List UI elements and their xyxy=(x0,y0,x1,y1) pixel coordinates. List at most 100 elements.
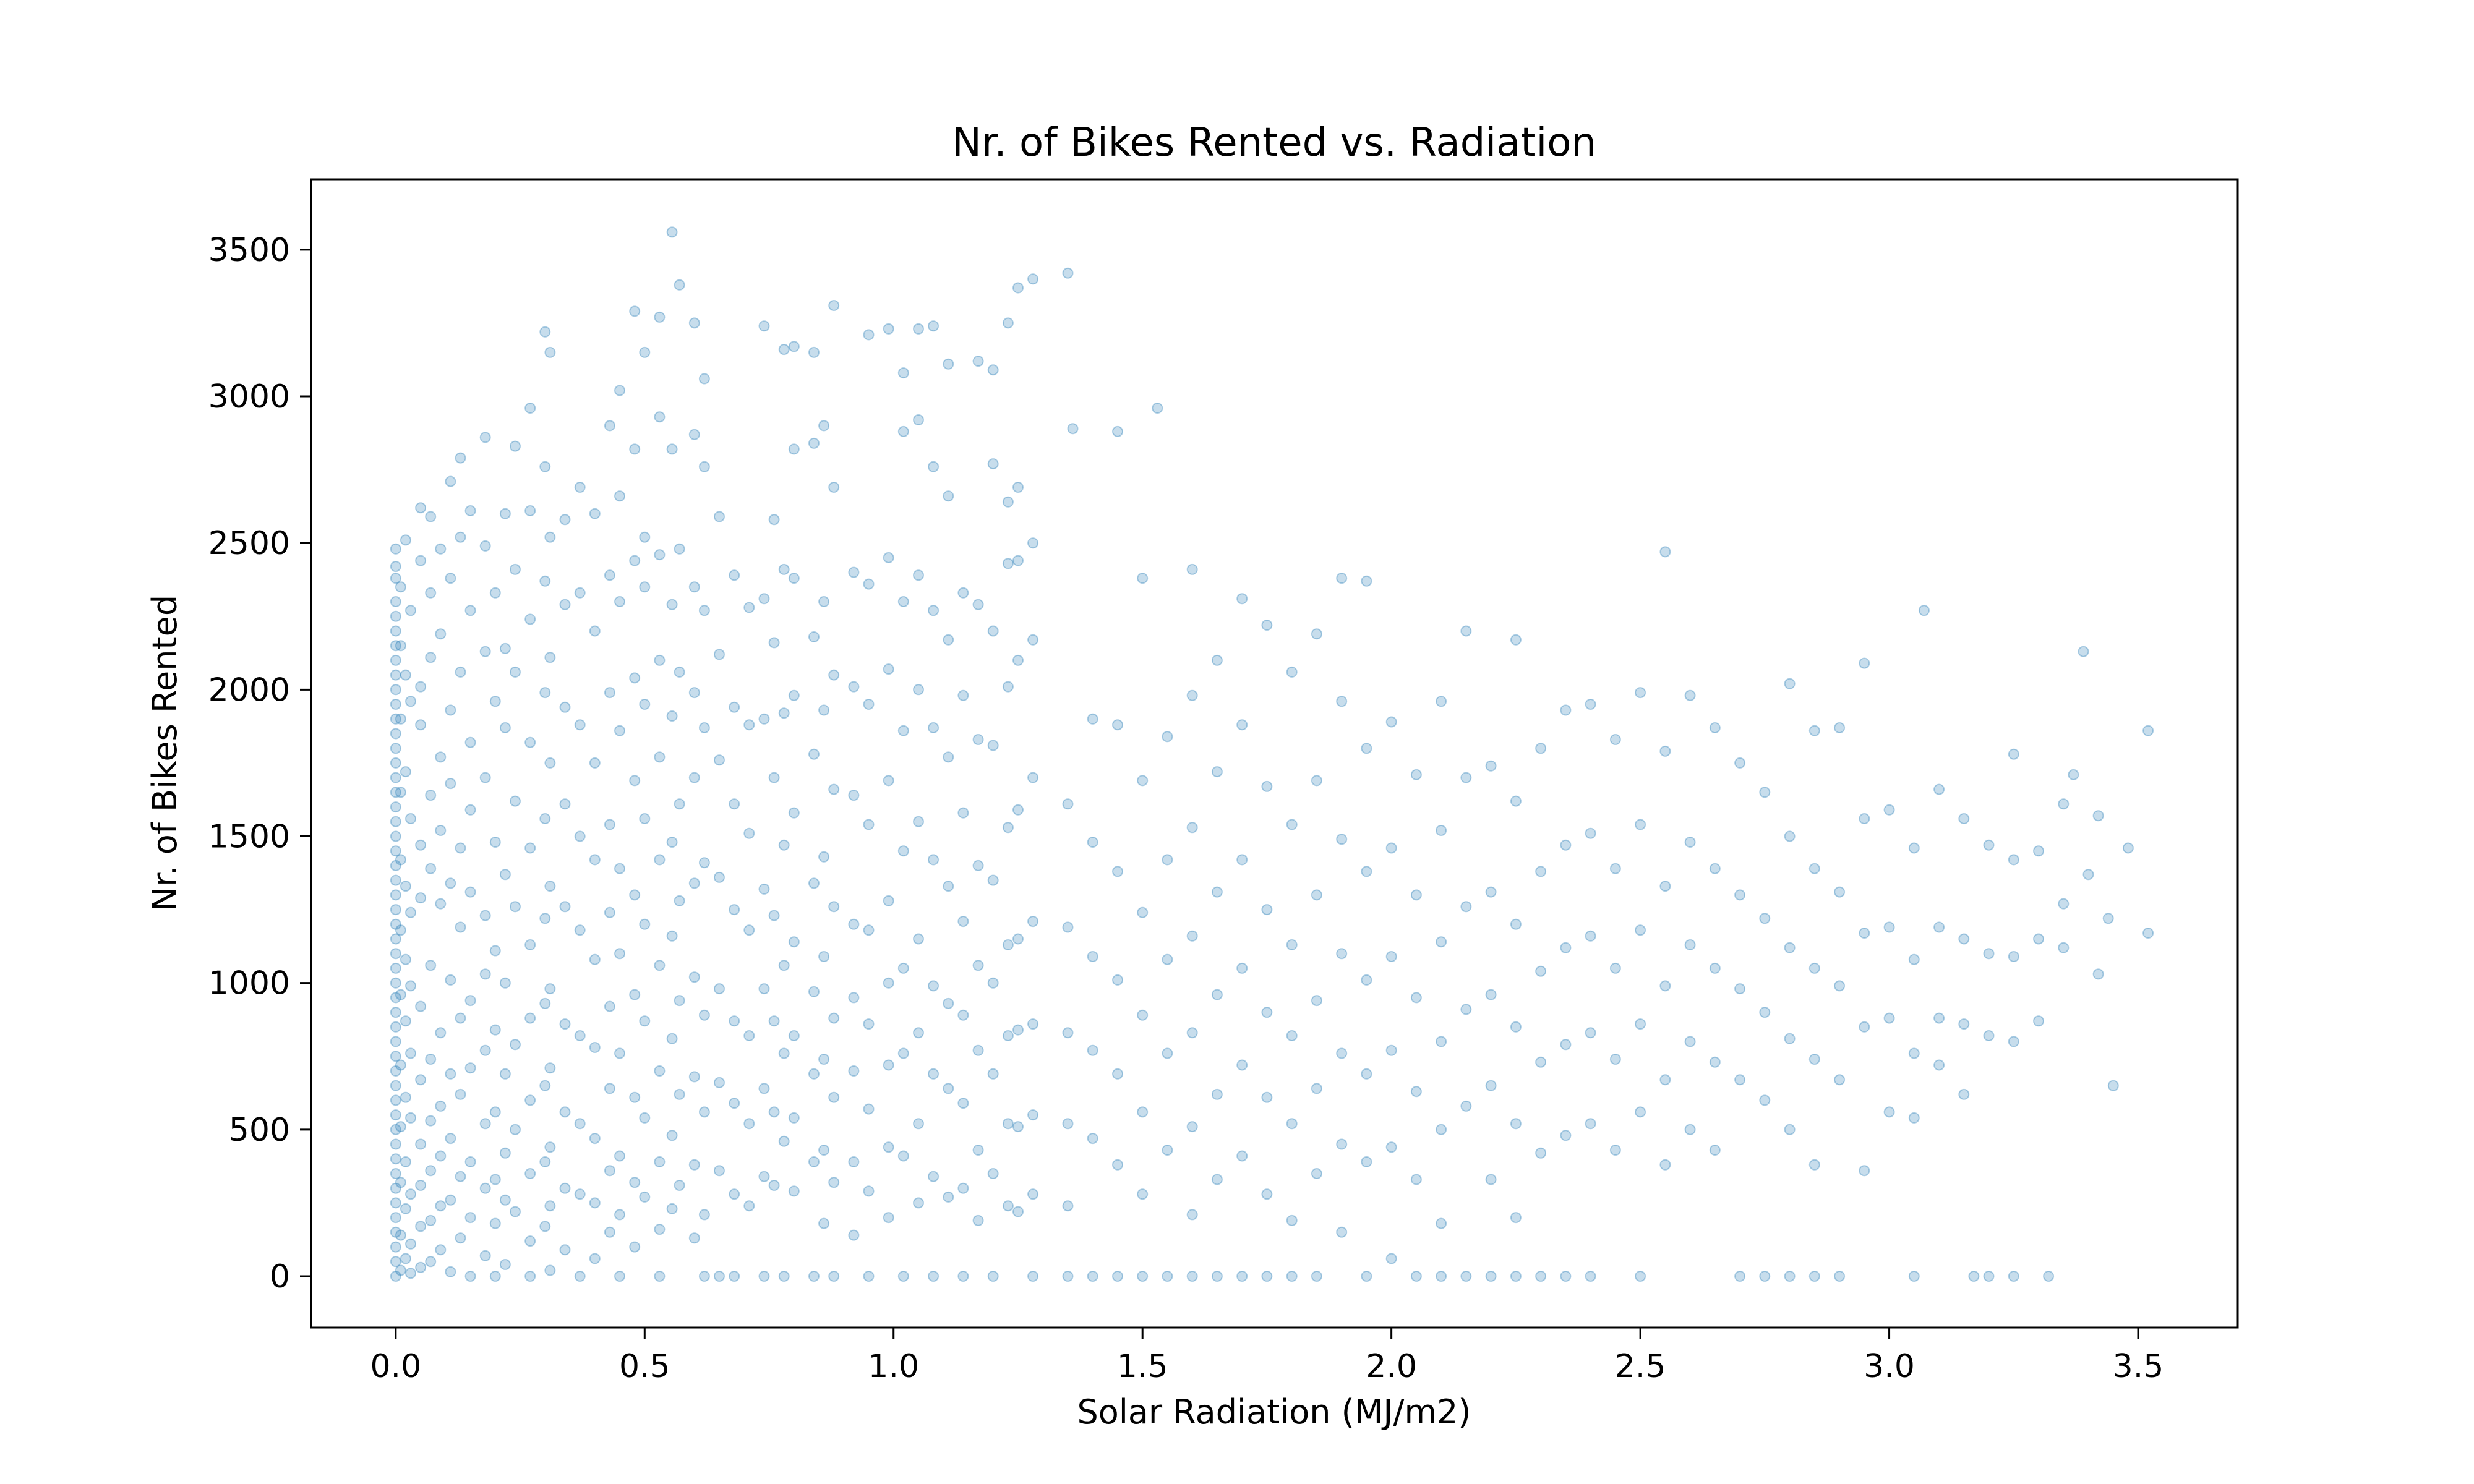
data-point xyxy=(1211,766,1223,778)
data-point xyxy=(405,980,416,992)
data-point xyxy=(1684,837,1696,848)
data-point xyxy=(1186,1271,1198,1282)
data-point xyxy=(425,1165,437,1177)
data-point xyxy=(1958,1088,1970,1100)
data-point xyxy=(957,1098,969,1109)
data-point xyxy=(499,869,511,881)
data-point xyxy=(390,757,401,769)
data-point xyxy=(1933,783,1945,795)
data-point xyxy=(674,1088,685,1100)
data-point xyxy=(758,1083,770,1094)
data-point xyxy=(1186,563,1198,575)
data-point xyxy=(1784,1271,1796,1282)
data-point xyxy=(913,414,924,425)
data-point xyxy=(729,1271,740,1282)
data-point xyxy=(390,918,401,930)
data-point xyxy=(1635,1271,1646,1282)
data-point xyxy=(589,1253,601,1264)
data-point xyxy=(1152,403,1163,414)
data-point xyxy=(1385,1253,1397,1264)
data-point xyxy=(1286,1118,1298,1130)
data-point xyxy=(629,305,641,317)
data-point xyxy=(510,440,521,452)
data-point xyxy=(445,573,456,584)
data-point xyxy=(390,1256,401,1268)
data-point xyxy=(1709,863,1721,874)
data-point xyxy=(2142,927,2154,939)
data-point xyxy=(400,1203,411,1214)
data-point xyxy=(1002,496,1014,508)
data-point xyxy=(400,669,411,681)
data-point xyxy=(1883,1106,1895,1118)
data-point xyxy=(897,367,909,379)
data-point xyxy=(729,1188,740,1200)
data-point xyxy=(510,901,521,913)
data-point xyxy=(1311,889,1322,901)
data-point xyxy=(544,652,556,663)
data-point xyxy=(479,1118,491,1130)
data-point xyxy=(1137,775,1149,787)
data-point xyxy=(614,1209,625,1221)
data-point xyxy=(928,1271,940,1282)
data-point xyxy=(489,1217,501,1229)
data-point xyxy=(1087,1271,1098,1282)
data-point xyxy=(614,1047,625,1059)
data-point xyxy=(1236,854,1248,866)
data-point xyxy=(524,1012,536,1024)
data-point xyxy=(1236,593,1248,605)
data-point xyxy=(395,989,406,1000)
data-point xyxy=(1236,962,1248,974)
data-point xyxy=(400,766,411,778)
data-point xyxy=(1734,757,1746,769)
data-point xyxy=(639,1112,651,1124)
data-point xyxy=(435,628,447,640)
data-point xyxy=(1361,866,1372,877)
data-point xyxy=(479,540,491,552)
data-point xyxy=(1336,696,1348,707)
data-point xyxy=(1759,913,1771,924)
data-point xyxy=(1734,1074,1746,1086)
data-point xyxy=(499,722,511,733)
data-point xyxy=(688,877,700,889)
data-point xyxy=(1485,886,1497,898)
data-point xyxy=(714,1165,725,1177)
data-point xyxy=(400,1015,411,1027)
x-axis-ticks: 0.0 0.5 1.0 1.5 2.0 2.5 3.0 3.5 xyxy=(370,1328,2164,1385)
data-point xyxy=(1958,1018,1970,1030)
data-point xyxy=(604,569,615,581)
data-point xyxy=(972,356,984,367)
data-point xyxy=(818,704,830,716)
data-point xyxy=(1162,1271,1173,1282)
data-point xyxy=(629,889,641,901)
data-point xyxy=(415,892,427,904)
data-point xyxy=(714,983,725,995)
data-point xyxy=(574,1118,586,1130)
data-point xyxy=(1460,1271,1472,1282)
data-point xyxy=(768,910,780,921)
data-point xyxy=(1336,1138,1348,1150)
data-point xyxy=(1908,1112,1920,1124)
data-point xyxy=(1485,1080,1497,1091)
data-point xyxy=(435,825,447,836)
data-point xyxy=(666,837,678,848)
data-point xyxy=(928,320,940,332)
data-point xyxy=(1635,1018,1646,1030)
data-point xyxy=(828,901,840,913)
data-point xyxy=(1933,921,1945,933)
data-point xyxy=(698,1106,710,1118)
data-point xyxy=(778,707,790,719)
data-point xyxy=(897,962,909,974)
data-point xyxy=(1211,989,1223,1000)
data-point xyxy=(698,1209,710,1221)
data-point xyxy=(524,1094,536,1106)
data-point xyxy=(788,1112,800,1124)
data-point xyxy=(2008,748,2019,760)
data-point xyxy=(987,1168,999,1179)
data-point xyxy=(400,1253,411,1264)
data-point xyxy=(688,1232,700,1244)
data-point xyxy=(674,1180,685,1191)
data-point xyxy=(1012,804,1024,816)
data-point xyxy=(415,502,427,514)
data-point xyxy=(390,1021,401,1033)
data-point xyxy=(614,725,625,736)
